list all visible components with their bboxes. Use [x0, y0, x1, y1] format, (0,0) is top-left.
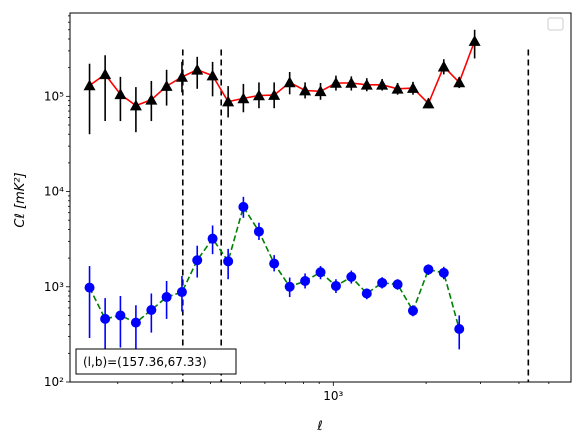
- data-point-triangle: [437, 60, 450, 72]
- x-axis-label: ℓ: [316, 419, 322, 434]
- data-point-triangle: [175, 70, 188, 82]
- data-point-triangle: [252, 89, 265, 101]
- data-point-circle: [269, 258, 280, 269]
- y-tick-label: 10⁵: [44, 89, 64, 103]
- y-tick-label: 10³: [44, 280, 64, 294]
- data-point-triangle: [422, 97, 435, 109]
- data-point-triangle: [160, 80, 173, 91]
- data-point-triangle: [314, 85, 327, 97]
- data-point-triangle: [468, 35, 481, 46]
- data-point-circle: [207, 233, 218, 244]
- series-line: [89, 40, 476, 107]
- data-point-circle: [392, 279, 403, 290]
- annotation-text: (l,b)=(157.36,67.33): [83, 355, 207, 369]
- data-point-triangle: [83, 79, 96, 91]
- data-point-triangle: [145, 93, 158, 105]
- data-point-circle: [146, 305, 157, 316]
- vertical-lines: [181, 49, 530, 382]
- data-point-triangle: [237, 92, 250, 104]
- data-point-triangle: [406, 82, 419, 93]
- series-lines: [88, 40, 476, 330]
- plot-frame: [69, 12, 572, 383]
- data-point-triangle: [283, 76, 296, 88]
- data-point-circle: [100, 313, 111, 324]
- error-bars: [88, 29, 476, 354]
- x-axis-ticks: 10³: [117, 382, 550, 403]
- data-point-triangle: [191, 63, 204, 75]
- data-point-circle: [377, 277, 388, 288]
- data-point-triangle: [391, 82, 404, 94]
- data-point-triangle: [268, 89, 281, 100]
- data-point-circle: [130, 317, 141, 328]
- data-point-circle: [300, 275, 311, 286]
- legend-box: [547, 17, 564, 31]
- data-point-circle: [315, 267, 326, 278]
- y-tick-label: 10²: [44, 375, 64, 389]
- data-point-circle: [192, 255, 203, 266]
- data-point-triangle: [360, 78, 373, 90]
- data-point-triangle: [299, 84, 312, 96]
- y-tick-label: 10⁴: [44, 185, 64, 199]
- data-point-circle: [223, 256, 234, 267]
- data-point-triangle: [376, 78, 389, 90]
- data-point-circle: [238, 201, 249, 212]
- data-point-triangle: [206, 69, 219, 81]
- data-point-circle: [253, 226, 264, 237]
- data-point-triangle: [453, 76, 466, 88]
- data-point-circle: [438, 267, 449, 278]
- data-point-circle: [423, 264, 434, 275]
- data-point-circle: [454, 324, 465, 335]
- data-point-triangle: [345, 77, 358, 88]
- data-point-circle: [346, 271, 357, 282]
- y-axis-ticks: 10² 10³ 10⁴ 10⁵: [44, 15, 70, 389]
- data-point-triangle: [99, 68, 112, 80]
- y-axis-label: Cℓ [mK²]: [13, 172, 28, 227]
- data-point-triangle: [129, 99, 142, 111]
- data-point-triangle: [114, 88, 127, 100]
- data-point-circle: [115, 310, 126, 321]
- annotation-box: (l,b)=(157.36,67.33): [75, 348, 237, 375]
- x-tick-label: 10³: [323, 389, 343, 403]
- data-point-triangle: [222, 95, 235, 107]
- data-point-triangle: [329, 77, 342, 88]
- data-point-circle: [161, 292, 172, 303]
- data-point-circle: [84, 282, 95, 293]
- data-point-circle: [330, 280, 341, 291]
- data-point-circle: [407, 305, 418, 316]
- data-point-circle: [361, 288, 372, 299]
- data-point-circle: [284, 281, 295, 292]
- data-point-circle: [176, 287, 187, 298]
- data-markers: [83, 35, 481, 335]
